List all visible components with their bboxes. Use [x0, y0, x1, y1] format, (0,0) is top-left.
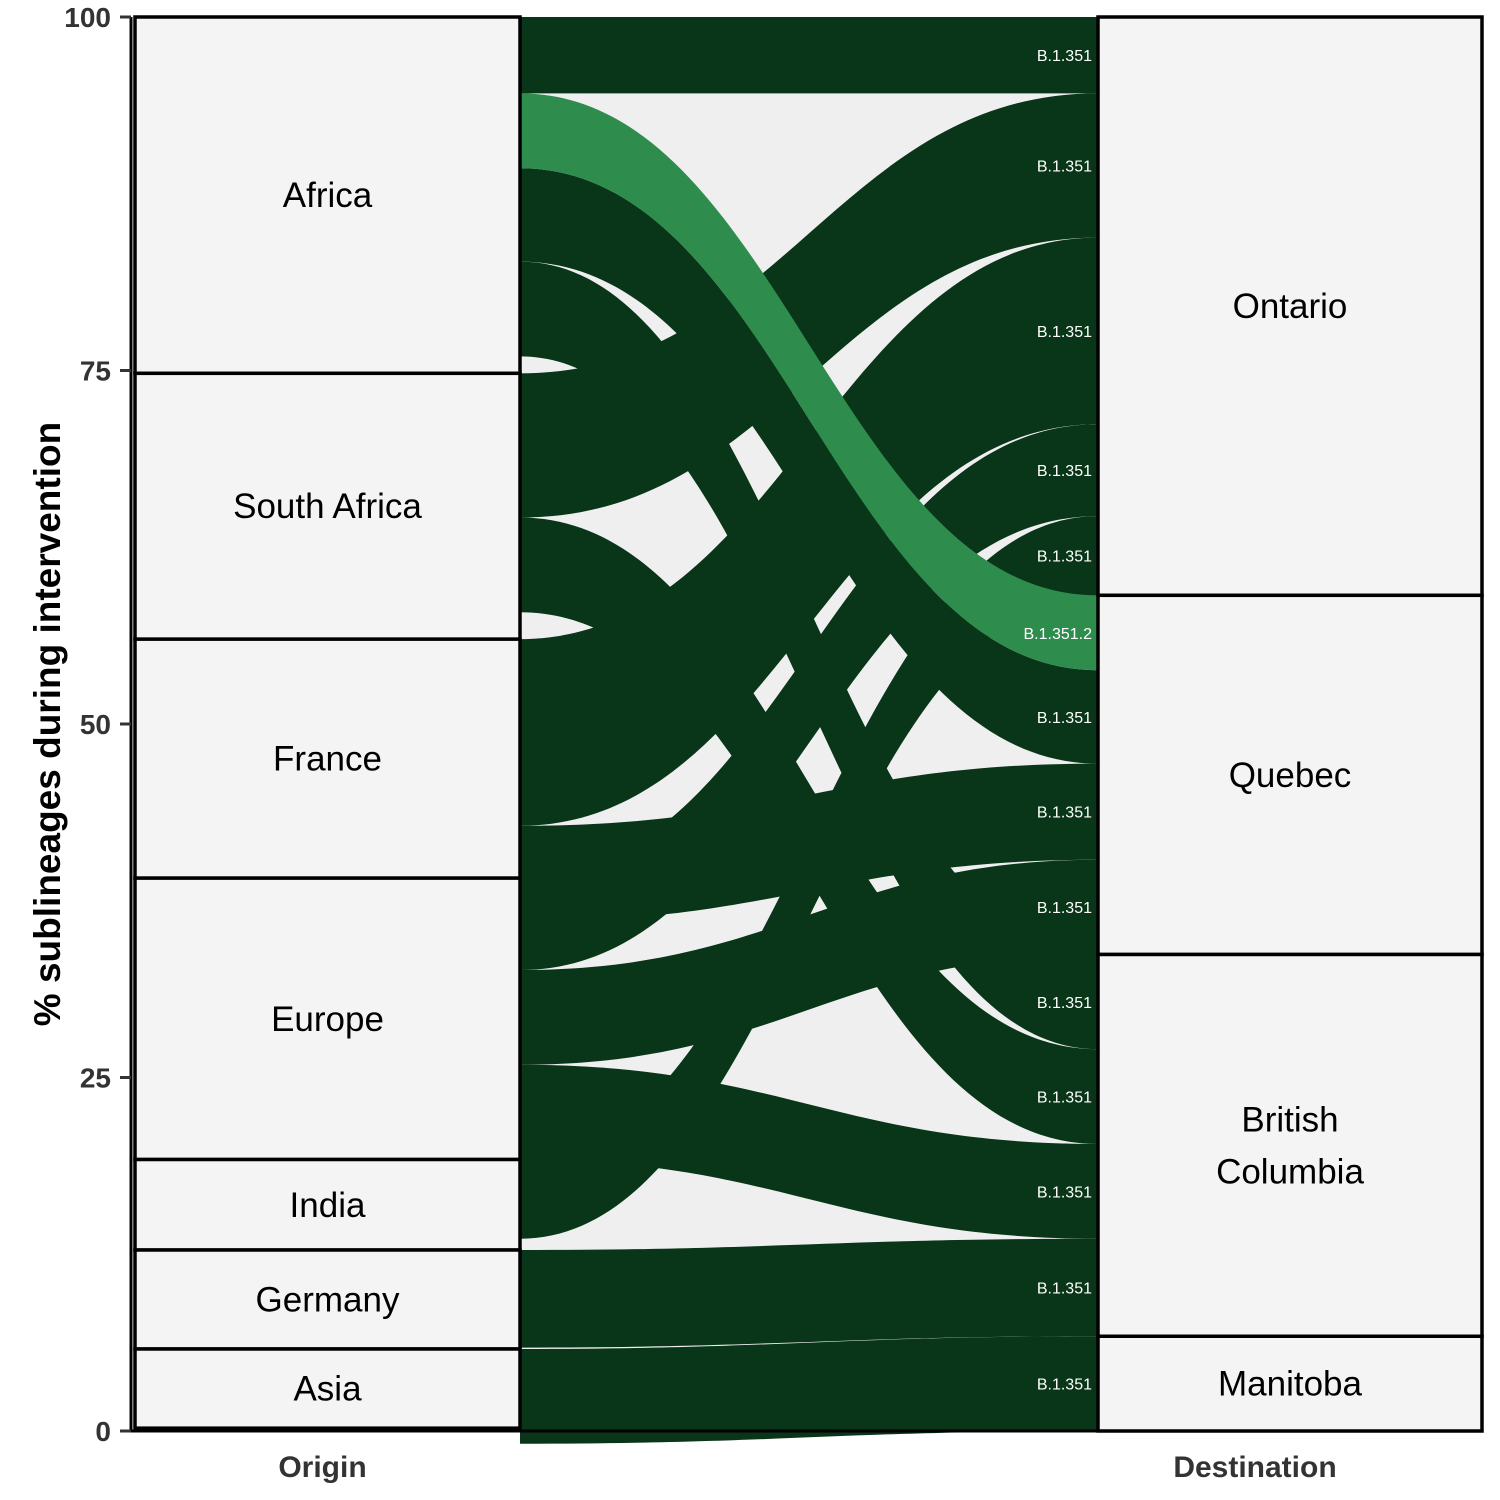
x-axis-categories: Origin Destination — [278, 1451, 1336, 1484]
destination-label-quebec: Quebec — [1229, 756, 1352, 795]
flow-label-quebec-b-1-351: B.1.351 — [1037, 805, 1092, 822]
x-axis-label-origin: Origin — [278, 1451, 366, 1484]
flow-label-british-columbia-b-1-351: B.1.351 — [1037, 1090, 1092, 1107]
flow-africa-to-british-columbia-b-1-351 — [520, 261, 1098, 1050]
destination-stratum-british-columbia — [1096, 952, 1484, 1339]
y-tick-label-0: 0 — [95, 1416, 111, 1447]
flow-asia-to-manitoba-b-1-351 — [520, 1336, 1098, 1444]
origin-stratum-india — [133, 1157, 522, 1252]
flow-africa-to-ontario-b-1-351 — [520, 17, 1098, 94]
flow-label-manitoba-b-1-351: B.1.351 — [1037, 1377, 1092, 1394]
flow-label-quebec-b-1-351: B.1.351 — [1037, 900, 1092, 917]
origin-label-europe: Europe — [271, 1000, 384, 1039]
flow-germany-to-british-columbia-b-1-351 — [520, 1238, 1098, 1348]
flow-label-ontario-b-1-351: B.1.351 — [1037, 48, 1092, 65]
origin-stratum-germany — [133, 1248, 522, 1351]
flow-label-quebec-b-1-351-2: B.1.351.2 — [1024, 626, 1093, 643]
flow-label-ontario-b-1-351: B.1.351 — [1037, 324, 1092, 341]
y-axis-title: % sublineages during intervention — [27, 422, 68, 1026]
origin-label-india: India — [290, 1186, 366, 1225]
flow-label-british-columbia-b-1-351: B.1.351 — [1037, 1184, 1092, 1201]
y-tick-label-50: 50 — [80, 709, 111, 740]
origin-stratum-france — [133, 637, 522, 880]
y-tick-label-25: 25 — [80, 1063, 111, 1094]
destination-stratum-manitoba — [1096, 1334, 1484, 1433]
y-axis: 0 25 50 75 100 — [64, 2, 1482, 1447]
flow-label-british-columbia-b-1-351: B.1.351 — [1037, 1280, 1092, 1297]
destination-label-british-columbia: British Columbia — [1216, 1100, 1364, 1191]
flow-south-africa-to-british-columbia-b-1-351 — [520, 517, 1098, 1144]
flow-label-ontario-b-1-351: B.1.351 — [1037, 463, 1092, 480]
destination-stratum-ontario — [1096, 15, 1484, 598]
flow-france-to-ontario-b-1-351 — [520, 237, 1098, 826]
x-axis-label-destination: Destination — [1173, 1451, 1336, 1484]
y-tick-label-75: 75 — [80, 356, 111, 387]
origin-stratum-europe — [133, 876, 522, 1162]
flow-label-quebec-b-1-351: B.1.351 — [1037, 710, 1092, 727]
origin-stratum-africa — [133, 15, 522, 376]
flow-europe-to-british-columbia-b-1-351 — [520, 1064, 1098, 1239]
flow-label-british-columbia-b-1-351: B.1.351 — [1037, 995, 1092, 1012]
origin-label-south-africa: South Africa — [233, 487, 422, 526]
flow-label-ontario-b-1-351: B.1.351 — [1037, 158, 1092, 175]
flow-labels-layer: B.1.351 B.1.351 B.1.351 B.1.351 B.1.351 B.1.3… — [1024, 48, 1093, 1393]
origin-stratum-south-africa — [133, 371, 522, 641]
flow-label-ontario-b-1-351: B.1.351 — [1037, 549, 1092, 566]
origin-label-germany: Germany — [256, 1280, 400, 1319]
destination-label-ontario: Ontario — [1233, 287, 1348, 326]
flows-layer — [520, 17, 1098, 1444]
origin-stratum-asia — [133, 1347, 522, 1430]
origin-label-africa: Africa — [283, 176, 373, 215]
destination-label-manitoba: Manitoba — [1218, 1365, 1363, 1404]
origin-label-asia: Asia — [293, 1370, 362, 1409]
origin-label-france: France — [273, 740, 382, 779]
flow-africa-to-quebec-b-1-351 — [520, 168, 1098, 764]
y-tick-label-100: 100 — [64, 2, 111, 33]
strata-layer: Africa South Africa France Europe India Germa… — [133, 15, 1484, 1433]
flow-africa-to-quebec-b-1-351-2 — [520, 93, 1098, 671]
